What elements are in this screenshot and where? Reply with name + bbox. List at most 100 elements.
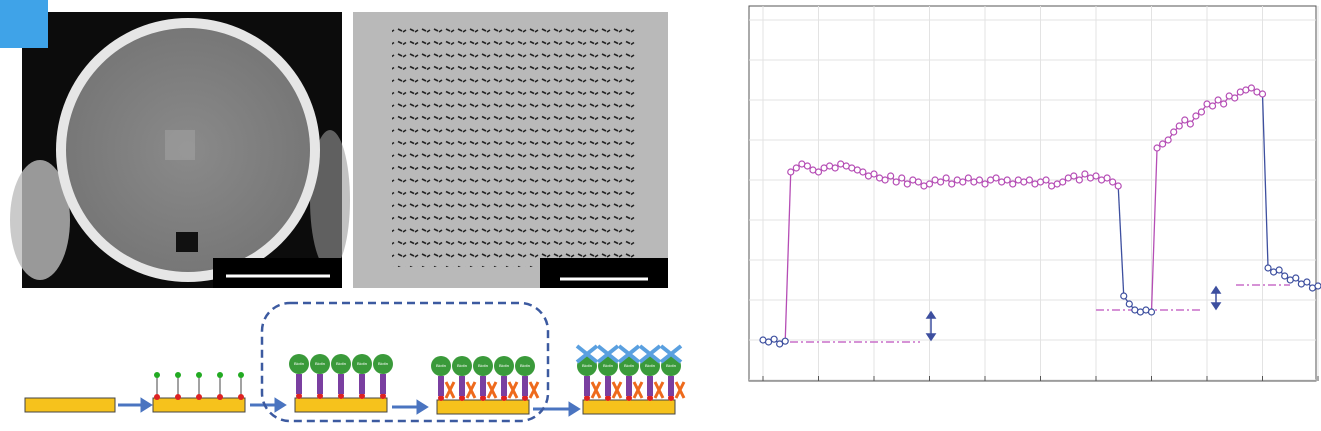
data-point [1147, 308, 1156, 316]
data-point [831, 164, 839, 172]
data-point [1264, 264, 1272, 272]
amine [175, 394, 181, 400]
target [596, 344, 620, 364]
head [175, 372, 181, 378]
data-point [1103, 174, 1111, 182]
biotin-label: Biotin [645, 363, 655, 368]
biotin-label: Biotin [457, 363, 467, 368]
biotin-label: Biotin [436, 363, 446, 368]
step-connector [784, 171, 792, 342]
data-point [781, 337, 789, 345]
linker [668, 376, 674, 396]
biotin [515, 356, 535, 376]
amine [501, 395, 507, 401]
amine [459, 395, 465, 401]
biotin [577, 356, 597, 376]
data-point [1003, 176, 1011, 184]
data-point [1258, 90, 1267, 98]
linker [438, 376, 444, 396]
data-point [1092, 172, 1100, 180]
amine [605, 395, 611, 401]
data-point [1247, 84, 1256, 92]
data-point [1042, 176, 1050, 184]
data-point [1120, 292, 1128, 300]
biotin [619, 356, 639, 376]
data-point [1292, 274, 1300, 282]
data-point [787, 168, 795, 176]
target [638, 344, 662, 364]
data-point [981, 180, 989, 188]
biotin-label: Biotin [499, 363, 509, 368]
step-connector [1117, 185, 1125, 297]
data-point [1125, 300, 1133, 308]
biotin [310, 354, 330, 374]
linker [359, 374, 365, 394]
data-point [792, 164, 800, 172]
linker [501, 376, 507, 396]
data-point [1181, 116, 1189, 124]
micrograph-array [353, 12, 668, 288]
data-point [964, 174, 972, 182]
data-point [936, 178, 945, 186]
step-connector [1261, 93, 1269, 269]
data-point [814, 168, 823, 176]
amine [480, 395, 486, 401]
biotin [289, 354, 309, 374]
blocker [632, 381, 644, 399]
data-point [914, 178, 923, 186]
panel-tag [0, 0, 48, 48]
biotin-label: Biotin [520, 363, 530, 368]
amine [380, 393, 386, 399]
amine [317, 393, 323, 399]
data-point [1314, 282, 1321, 290]
blocker [486, 381, 498, 399]
target [617, 344, 641, 364]
head [238, 372, 244, 378]
biotin-label: Biotin [666, 363, 676, 368]
biotin-label: Biotin [603, 363, 613, 368]
biotin-label: Biotin [624, 363, 634, 368]
data-point [764, 338, 773, 346]
amine [296, 393, 302, 399]
amine [196, 394, 202, 400]
linker [647, 376, 653, 396]
linker [522, 376, 528, 396]
biotin-label: Biotin [378, 361, 388, 366]
data-point [1214, 96, 1222, 104]
linker [317, 374, 323, 394]
data-point [942, 174, 950, 182]
data-point [1275, 266, 1283, 274]
blocker [674, 381, 686, 399]
data-point [1158, 140, 1167, 148]
data-point [887, 172, 895, 180]
biotin [352, 354, 372, 374]
data-point [1208, 102, 1217, 110]
amine [238, 394, 244, 400]
data-point [1192, 112, 1200, 120]
amine [522, 395, 528, 401]
target [575, 344, 599, 364]
data-point [925, 180, 934, 188]
blocker [590, 381, 602, 399]
linker [459, 376, 465, 396]
biotin [494, 356, 514, 376]
head [154, 372, 160, 378]
functionalization-schematic: Biotin Biotin Biotin Biotin Biotin Biotin Biot… [24, 301, 686, 423]
blocker [444, 381, 456, 399]
biotin [598, 356, 618, 376]
biotin [640, 356, 660, 376]
linker [480, 376, 486, 396]
biotin-label: Biotin [294, 361, 304, 366]
plot-frame [748, 5, 1317, 382]
head [196, 372, 202, 378]
data-point [1231, 94, 1239, 102]
biotin [473, 356, 493, 376]
data-point [1164, 136, 1172, 144]
biotin-label: Biotin [357, 361, 367, 366]
data-point [870, 170, 878, 178]
biotin-label: Biotin [315, 361, 325, 366]
data-point [892, 178, 900, 186]
data-point [1197, 108, 1206, 116]
target [659, 344, 683, 364]
amine [584, 395, 590, 401]
